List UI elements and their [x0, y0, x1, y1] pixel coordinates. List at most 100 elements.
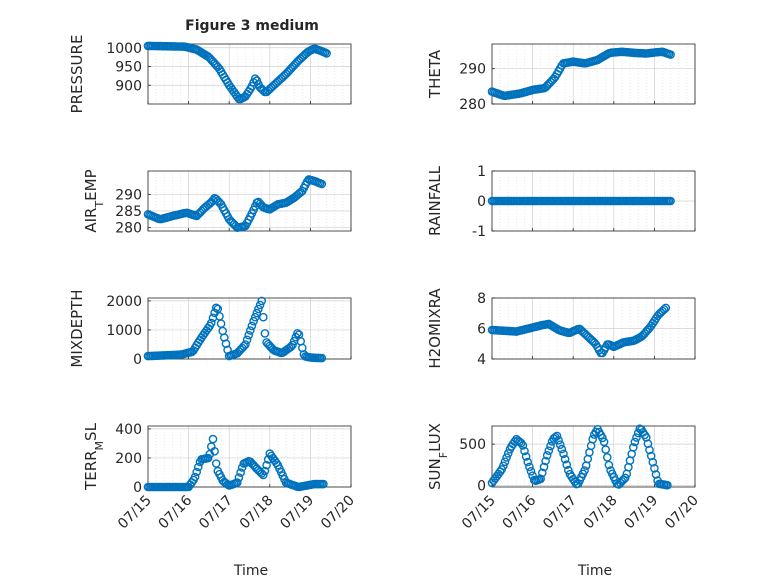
- data-point: [242, 335, 252, 345]
- data-point: [500, 457, 510, 467]
- data-point: [651, 470, 661, 479]
- data-point: [604, 460, 614, 470]
- data-point: [211, 459, 221, 468]
- data-point: [588, 434, 598, 444]
- axes-box: [491, 43, 696, 105]
- y-tick-label: 1000: [106, 323, 142, 339]
- data-point: [526, 466, 536, 476]
- data-point: [598, 433, 607, 443]
- data-point: [249, 316, 258, 326]
- data-point: [629, 443, 638, 452]
- axes-box: [491, 425, 696, 488]
- data-point: [232, 478, 242, 487]
- y-tick-label: 280: [459, 97, 486, 113]
- x-tick-label: 07/17: [540, 493, 580, 533]
- x-tick-label: 07/19: [621, 493, 661, 533]
- y-tick-label: 4: [477, 352, 486, 368]
- data-point: [260, 466, 270, 476]
- subplot-sunflux: 0 500 07/15 07/16 07/17 07/18 07/19 07/20 SUNFLU…: [426, 423, 702, 532]
- y-tick-label: 285: [115, 204, 142, 220]
- y-axis-label: PRESSURE: [68, 35, 86, 114]
- data-point: [544, 446, 554, 456]
- y-tick-label: 6: [477, 322, 486, 338]
- data-point: [234, 473, 244, 482]
- subplot-rainfall: -1 0 1 RAINFALL: [426, 164, 696, 240]
- data-point: [541, 456, 550, 466]
- x-tick-label: 07/15: [115, 493, 155, 533]
- data-point: [523, 457, 533, 467]
- data-point: [645, 445, 654, 455]
- data-point: [260, 329, 270, 338]
- data-point: [580, 466, 589, 475]
- y-tick-label: 950: [115, 60, 142, 76]
- data-point: [603, 452, 612, 462]
- data-point: [317, 179, 327, 189]
- data-point: [239, 341, 249, 351]
- data-point: [525, 462, 534, 472]
- data-point: [520, 446, 529, 456]
- data-point: [557, 444, 567, 454]
- x-tick-label: 07/18: [237, 493, 277, 533]
- data-point: [555, 440, 565, 450]
- x-tick-label: 07/17: [196, 493, 236, 533]
- data-point: [666, 50, 675, 59]
- data-point: [663, 480, 672, 490]
- data-point: [632, 433, 641, 442]
- y-axis-label: MIXDEPTH: [68, 289, 86, 367]
- data-point: [203, 453, 213, 463]
- subplot-h2omixra: 4 6 8 H2OMIXRA: [426, 288, 696, 369]
- y-tick-label: -1: [472, 224, 486, 240]
- axes-box: [147, 425, 352, 488]
- data-point: [241, 340, 250, 349]
- data-point: [254, 304, 263, 314]
- x-axis-label-right: Time: [577, 563, 612, 579]
- x-tick-label: 07/16: [500, 492, 540, 532]
- x-tick-label: 07/18: [581, 493, 621, 533]
- data-point: [648, 457, 658, 467]
- data-point: [521, 452, 531, 461]
- data-point: [601, 445, 611, 454]
- y-axis-label: H2OMIXRA: [426, 288, 444, 369]
- data-point: [562, 460, 572, 470]
- data-point: [518, 441, 528, 450]
- data-point: [630, 437, 640, 447]
- y-tick-label: 1: [477, 164, 486, 180]
- y-tick-label: 900: [115, 78, 142, 94]
- data-point: [559, 449, 568, 459]
- subplot-pressure: 900 950 1000 PRESSURE: [68, 35, 352, 114]
- data-point: [252, 308, 262, 318]
- data-point: [546, 441, 555, 451]
- y-tick-label: 0: [477, 478, 486, 494]
- data-point: [206, 318, 216, 328]
- axes-box: [147, 170, 352, 232]
- x-tick-label: 07/15: [459, 493, 499, 533]
- y-tick-label: 0: [133, 480, 142, 496]
- data-point: [516, 438, 526, 448]
- axes-box: [147, 297, 352, 360]
- y-tick-label: 0: [133, 352, 142, 368]
- data-point: [620, 473, 630, 483]
- data-point: [216, 319, 226, 329]
- data-point: [250, 312, 260, 322]
- data-point: [319, 479, 328, 489]
- data-point: [244, 330, 253, 340]
- x-tick-label: 07/19: [277, 493, 317, 533]
- figure-title: Figure 3 medium: [185, 18, 319, 34]
- data-point: [539, 462, 549, 472]
- y-tick-label: 0: [477, 194, 486, 210]
- data-point: [258, 312, 268, 322]
- data-point: [317, 353, 327, 363]
- x-tick-label: 07/20: [662, 493, 702, 533]
- data-point: [499, 461, 508, 471]
- data-point: [193, 462, 203, 472]
- x-axis-label-left: Time: [233, 563, 268, 579]
- data-point: [503, 449, 513, 458]
- y-tick-label: 200: [115, 451, 142, 467]
- data-point: [293, 328, 302, 338]
- axes-box: [147, 43, 352, 105]
- y-tick-label: 500: [459, 437, 486, 453]
- data-point: [552, 431, 562, 441]
- y-tick-label: 400: [115, 422, 142, 438]
